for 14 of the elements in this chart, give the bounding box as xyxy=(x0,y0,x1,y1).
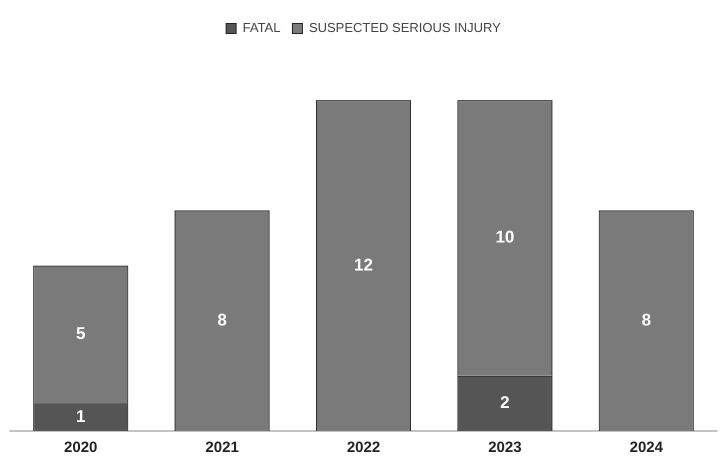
x-tick-label: 2021 xyxy=(205,439,239,456)
x-tick-label: 2020 xyxy=(64,439,98,456)
data-label: 8 xyxy=(642,310,652,330)
data-label: 8 xyxy=(217,310,227,330)
data-label: 1 xyxy=(76,406,86,426)
x-tick-label: 2022 xyxy=(346,439,380,456)
legend-label: SUSPECTED SERIOUS INJURY xyxy=(308,20,502,36)
data-label: 2 xyxy=(500,393,510,412)
data-label: 10 xyxy=(495,228,514,247)
legend-label: FATAL xyxy=(242,20,280,36)
x-tick-label: 2024 xyxy=(630,439,664,456)
data-label: 12 xyxy=(354,255,373,274)
data-label: 5 xyxy=(76,324,86,344)
x-tick-label: 2023 xyxy=(488,439,522,456)
